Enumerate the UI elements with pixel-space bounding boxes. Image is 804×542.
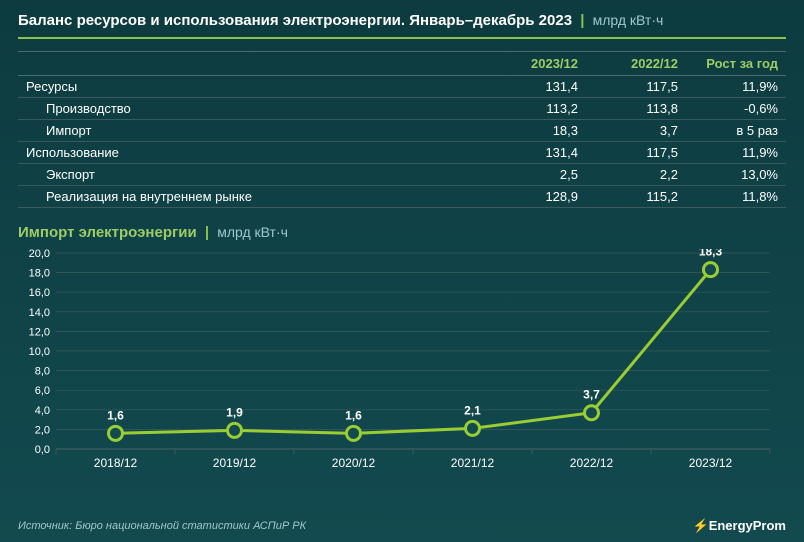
data-label: 18,3 bbox=[699, 249, 723, 259]
table-row: Ресурсы131,4117,511,9% bbox=[18, 76, 786, 98]
table-row: Импорт18,33,7в 5 раз bbox=[18, 120, 786, 142]
table-cell: 18,3 bbox=[486, 120, 586, 142]
data-label: 1,6 bbox=[345, 408, 362, 422]
table-header-row: 2023/12 2022/12 Рост за год bbox=[18, 52, 786, 76]
table-cell: 117,5 bbox=[586, 142, 686, 164]
chart-line bbox=[116, 270, 711, 434]
table-cell: -0,6% bbox=[686, 98, 786, 120]
table-row: Реализация на внутреннем рынке128,9115,2… bbox=[18, 186, 786, 208]
title-separator: | bbox=[576, 12, 588, 29]
table-cell: 117,5 bbox=[586, 76, 686, 98]
chart-marker bbox=[228, 423, 242, 437]
table-title: Баланс ресурсов и использования электроэ… bbox=[18, 12, 572, 29]
table-cell: Реализация на внутреннем рынке bbox=[18, 186, 486, 208]
data-label: 3,7 bbox=[583, 388, 600, 402]
y-tick-label: 6,0 bbox=[35, 385, 50, 397]
chart-marker bbox=[704, 263, 718, 277]
y-tick-label: 4,0 bbox=[35, 405, 50, 417]
chart-title-separator: | bbox=[201, 224, 213, 241]
table-cell: 128,9 bbox=[486, 186, 586, 208]
table-row: Производство113,2113,8-0,6% bbox=[18, 98, 786, 120]
chart-title: Импорт электроэнергии bbox=[18, 224, 197, 241]
table-cell: 113,2 bbox=[486, 98, 586, 120]
y-tick-label: 18,0 bbox=[29, 268, 50, 280]
col-1: 2023/12 bbox=[486, 52, 586, 76]
table-cell: Ресурсы bbox=[18, 76, 486, 98]
table-cell: Импорт bbox=[18, 120, 486, 142]
y-tick-label: 16,0 bbox=[29, 287, 50, 299]
y-tick-label: 0,0 bbox=[35, 444, 50, 456]
chart-marker bbox=[466, 421, 480, 435]
table-cell: 2,2 bbox=[586, 164, 686, 186]
y-tick-label: 2,0 bbox=[35, 424, 50, 436]
table-cell: 113,8 bbox=[586, 98, 686, 120]
x-tick-label: 2022/12 bbox=[570, 456, 614, 470]
x-tick-label: 2021/12 bbox=[451, 456, 495, 470]
chart-marker bbox=[109, 426, 123, 440]
y-tick-label: 8,0 bbox=[35, 366, 50, 378]
table-title-bar: Баланс ресурсов и использования электроэ… bbox=[18, 12, 786, 39]
table-cell: 11,8% bbox=[686, 186, 786, 208]
table-cell: Экспорт bbox=[18, 164, 486, 186]
chart-svg: 0,0 2,0 4,0 6,0 8,0 10,0 12,0 14,0 16,0 18,0 20,0 2… bbox=[18, 249, 778, 479]
y-tick-label: 20,0 bbox=[29, 249, 50, 260]
table-cell: Использование bbox=[18, 142, 486, 164]
balance-table: 2023/12 2022/12 Рост за год Ресурсы131,4… bbox=[18, 51, 786, 208]
data-label: 1,6 bbox=[107, 408, 124, 422]
source-text: Источник: Бюро национальной статистики А… bbox=[18, 520, 306, 532]
table-unit: млрд кВт·ч bbox=[593, 12, 664, 28]
data-label: 2,1 bbox=[464, 403, 481, 417]
chart-marker bbox=[347, 426, 361, 440]
data-label: 1,9 bbox=[226, 405, 243, 419]
import-chart: 0,0 2,0 4,0 6,0 8,0 10,0 12,0 14,0 16,0 18,0 20,0 2… bbox=[18, 249, 778, 479]
bolt-icon: ⚡ bbox=[693, 518, 709, 533]
chart-title-bar: Импорт электроэнергии | млрд кВт·ч bbox=[18, 224, 786, 241]
table-cell: 11,9% bbox=[686, 76, 786, 98]
table-cell: 13,0% bbox=[686, 164, 786, 186]
table-cell: 131,4 bbox=[486, 142, 586, 164]
y-tick-label: 14,0 bbox=[29, 307, 50, 319]
table-cell: 3,7 bbox=[586, 120, 686, 142]
y-tick-label: 10,0 bbox=[29, 346, 50, 358]
chart-marker bbox=[585, 406, 599, 420]
col-0 bbox=[18, 52, 486, 76]
table-row: Использование131,4117,511,9% bbox=[18, 142, 786, 164]
table-cell: 115,2 bbox=[586, 186, 686, 208]
x-tick-label: 2019/12 bbox=[213, 456, 257, 470]
footer: Источник: Бюро национальной статистики А… bbox=[18, 518, 786, 534]
table-row: Экспорт2,52,213,0% bbox=[18, 164, 786, 186]
brand-name: EnergyProm bbox=[709, 518, 786, 533]
table-cell: 11,9% bbox=[686, 142, 786, 164]
x-tick-label: 2020/12 bbox=[332, 456, 376, 470]
table-cell: 131,4 bbox=[486, 76, 586, 98]
table-cell: 2,5 bbox=[486, 164, 586, 186]
chart-unit: млрд кВт·ч bbox=[217, 224, 288, 240]
x-tick-label: 2018/12 bbox=[94, 456, 138, 470]
col-2: 2022/12 bbox=[586, 52, 686, 76]
table-cell: Производство bbox=[18, 98, 486, 120]
brand-logo: ⚡EnergyProm bbox=[693, 518, 787, 534]
x-tick-label: 2023/12 bbox=[689, 456, 733, 470]
col-3: Рост за год bbox=[686, 52, 786, 76]
table-cell: в 5 раз bbox=[686, 120, 786, 142]
y-tick-label: 12,0 bbox=[29, 326, 50, 338]
